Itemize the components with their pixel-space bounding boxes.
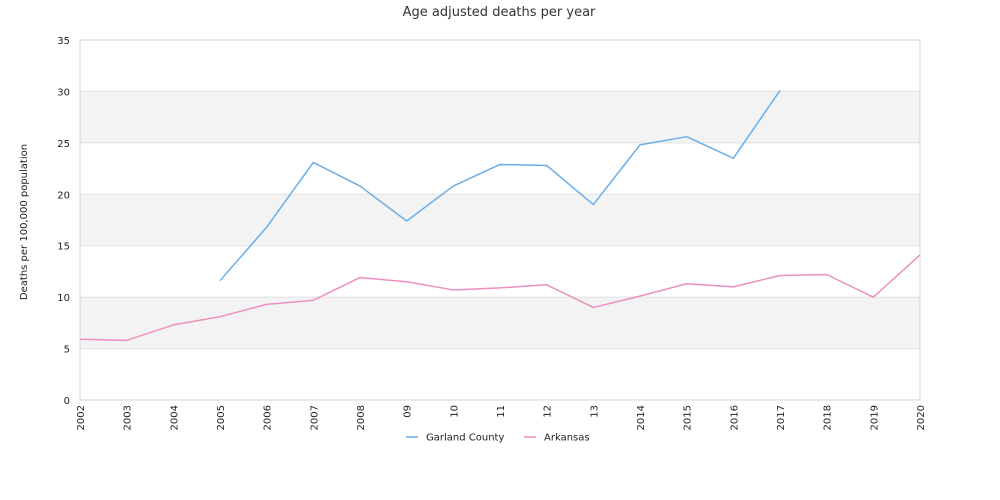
legend-entry: Arkansas xyxy=(544,433,590,444)
y-tick-label: 20 xyxy=(57,190,70,201)
x-tick-label: 11 xyxy=(496,405,507,418)
y-tick-label: 35 xyxy=(57,36,70,47)
x-tick-label: 2020 xyxy=(916,405,927,430)
grid-band xyxy=(80,194,920,246)
grid-band xyxy=(80,297,920,349)
x-tick-label: 2008 xyxy=(356,405,367,430)
y-axis-label: Deaths per 100,000 population xyxy=(19,144,30,300)
y-axis-ticks: 0 5 10 15 20 25 30 35 xyxy=(57,36,70,407)
x-tick-label: 2015 xyxy=(683,405,694,430)
x-tick-label: 2017 xyxy=(776,405,787,430)
x-tick-label: 12 xyxy=(543,405,554,418)
grid-bands xyxy=(80,91,920,349)
y-tick-label: 10 xyxy=(57,293,70,304)
x-tick-label: 2016 xyxy=(729,405,740,430)
series-line-arkansas xyxy=(79,254,921,342)
x-tick-label: 2019 xyxy=(869,405,880,430)
x-tick-label: 2014 xyxy=(636,405,647,430)
chart-title: Age adjusted deaths per year xyxy=(403,5,596,20)
x-tick-label: 2004 xyxy=(169,405,180,430)
series-lines xyxy=(79,89,921,342)
grid-lines xyxy=(80,39,920,401)
series-line-garland-county xyxy=(219,89,781,282)
grid-band xyxy=(80,91,920,143)
x-tick-label: 2018 xyxy=(823,405,834,430)
x-tick-label: 2002 xyxy=(76,405,87,430)
y-tick-label: 15 xyxy=(57,242,70,253)
y-tick-label: 0 xyxy=(64,396,70,407)
x-tick-label: 10 xyxy=(449,405,460,418)
plot-area-frame xyxy=(79,39,921,401)
x-tick-label: 2006 xyxy=(263,405,274,430)
y-tick-label: 30 xyxy=(57,87,70,98)
y-tick-label: 5 xyxy=(64,345,70,356)
legend: Garland County Arkansas xyxy=(406,433,590,444)
x-tick-label: 13 xyxy=(589,405,600,418)
y-tick-label: 25 xyxy=(57,139,70,150)
x-tick-label: 09 xyxy=(403,405,414,418)
x-axis-ticks: 2002 2003 2004 2005 2006 2007 2008 09 10 11 12 13 20… xyxy=(76,405,927,430)
x-tick-label: 2005 xyxy=(216,405,227,430)
x-tick-label: 2003 xyxy=(123,405,134,430)
legend-entry: Garland County xyxy=(426,433,504,444)
x-tick-label: 2007 xyxy=(309,405,320,430)
